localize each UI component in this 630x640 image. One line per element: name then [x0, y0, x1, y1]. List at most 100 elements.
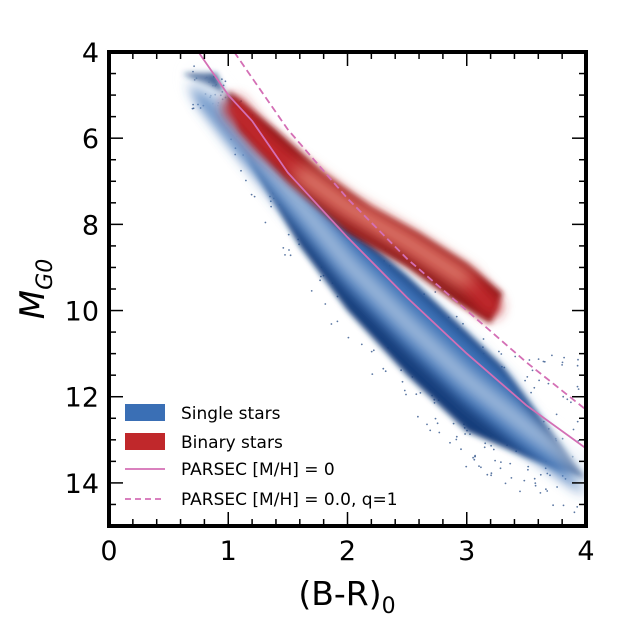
scatter-dot [576, 385, 579, 388]
scatter-dot [192, 103, 195, 106]
scatter-dot [504, 482, 507, 485]
scatter-dot [382, 367, 385, 370]
scatter-dot [566, 398, 569, 401]
scatter-dot [371, 373, 374, 375]
scatter-dot [533, 386, 536, 389]
scatter-dot [192, 70, 194, 73]
scatter-dot [400, 369, 402, 372]
scatter-dot [193, 65, 196, 68]
scatter-dot [465, 465, 468, 468]
scatter-dot [498, 350, 500, 353]
scatter-dot [460, 448, 462, 451]
scatter-dot [552, 504, 554, 507]
scatter-dot [537, 358, 540, 360]
scatter-dot [320, 275, 322, 278]
scatter-dot [310, 290, 313, 292]
scatter-dot [224, 80, 227, 83]
scatter-dot [562, 504, 565, 507]
scatter-dot [455, 315, 458, 318]
scatter-dot [434, 291, 437, 293]
scatter-dot [549, 474, 551, 477]
plot-area [182, 52, 586, 514]
scatter-dot [563, 356, 565, 359]
y-tick-label: 12 [65, 383, 99, 414]
scatter-dot [419, 392, 422, 394]
scatter-dot [287, 233, 290, 236]
scatter-dot [234, 153, 237, 156]
y-tick-label: 10 [65, 297, 99, 328]
binary-stars-core-ridge [295, 168, 472, 285]
scatter-dot [576, 420, 579, 423]
x-tick-label: 2 [339, 536, 356, 567]
scatter-dot [561, 364, 563, 366]
scatter-dot [528, 359, 531, 361]
scatter-dot [524, 379, 526, 382]
y-tick-label: 4 [82, 38, 99, 69]
y-axis-label-sub: G0 [33, 259, 58, 290]
scatter-dot [503, 366, 506, 369]
scatter-dot [192, 107, 195, 110]
scatter-dot [469, 433, 471, 435]
scatter-dot [253, 195, 256, 198]
scatter-dot [415, 393, 418, 396]
scatter-dot [484, 442, 487, 445]
scatter-dot [455, 438, 458, 441]
legend-label-parsec-dashed: PARSEC [M/H] = 0.0, q=1 [181, 490, 398, 510]
scatter-dot [455, 435, 458, 438]
scatter-dot [282, 247, 285, 249]
scatter-dot [478, 465, 480, 467]
scatter-dot [500, 461, 502, 463]
scatter-dot [499, 467, 502, 470]
scatter-dot [490, 444, 492, 447]
scatter-dot [401, 380, 404, 383]
scatter-dot [538, 379, 540, 382]
legend-swatch-binary [125, 433, 165, 450]
scatter-dot [577, 388, 580, 390]
x-tick-label: 1 [220, 536, 237, 567]
scatter-dot [531, 369, 534, 372]
y-tick-labels: 4 6 8 10 12 14 [65, 38, 99, 500]
scatter-dot [284, 254, 286, 256]
scatter-dot [577, 439, 580, 442]
scatter-dot [370, 350, 373, 353]
scatter-dot [417, 415, 419, 418]
scatter-dot [197, 103, 199, 106]
scatter-dot [486, 473, 489, 476]
parsec-solid-line [197, 52, 586, 450]
scatter-dot [556, 486, 558, 488]
scatter-dot [270, 205, 272, 208]
scatter-dot [494, 459, 496, 462]
x-axis-label-main: (B-R) [298, 574, 381, 613]
scatter-dot [490, 472, 493, 475]
scatter-dot [221, 78, 223, 81]
scatter-dot [509, 462, 512, 465]
scatter-dot [319, 279, 321, 282]
y-tick-label: 8 [82, 210, 99, 241]
scatter-dot [533, 477, 536, 480]
scatter-dot [527, 465, 530, 468]
scatter-dot [473, 458, 476, 461]
scatter-dot [250, 193, 253, 196]
scatter-dot [519, 490, 521, 493]
scatter-dot [429, 429, 432, 432]
scatter-dot [324, 303, 327, 305]
scatter-dot [336, 320, 339, 323]
scatter-dot [472, 456, 474, 459]
scatter-dot [222, 84, 225, 87]
scatter-dot [523, 479, 526, 482]
y-tick-label: 14 [65, 469, 99, 500]
x-tick-label: 0 [100, 536, 117, 567]
scatter-dot [576, 364, 579, 367]
scatter-dot [330, 323, 333, 325]
scatter-dot [500, 353, 503, 355]
scatter-dot [576, 506, 579, 508]
x-tick-label: 3 [458, 536, 475, 567]
scatter-dot [530, 391, 532, 394]
x-axis-label: (B-R)0 [298, 574, 395, 619]
scatter-dot [474, 455, 476, 458]
scatter-dot [539, 492, 542, 494]
scatter-dot [462, 322, 464, 325]
scatter-dot [245, 179, 247, 182]
scatter-dot [433, 402, 436, 404]
